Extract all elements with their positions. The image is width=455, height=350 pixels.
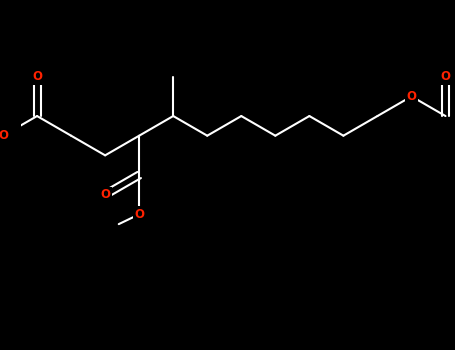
- Text: O: O: [134, 208, 144, 221]
- Text: O: O: [100, 188, 110, 201]
- Text: O: O: [32, 70, 42, 83]
- Text: O: O: [440, 70, 450, 83]
- Text: O: O: [0, 129, 8, 142]
- Text: O: O: [406, 90, 416, 103]
